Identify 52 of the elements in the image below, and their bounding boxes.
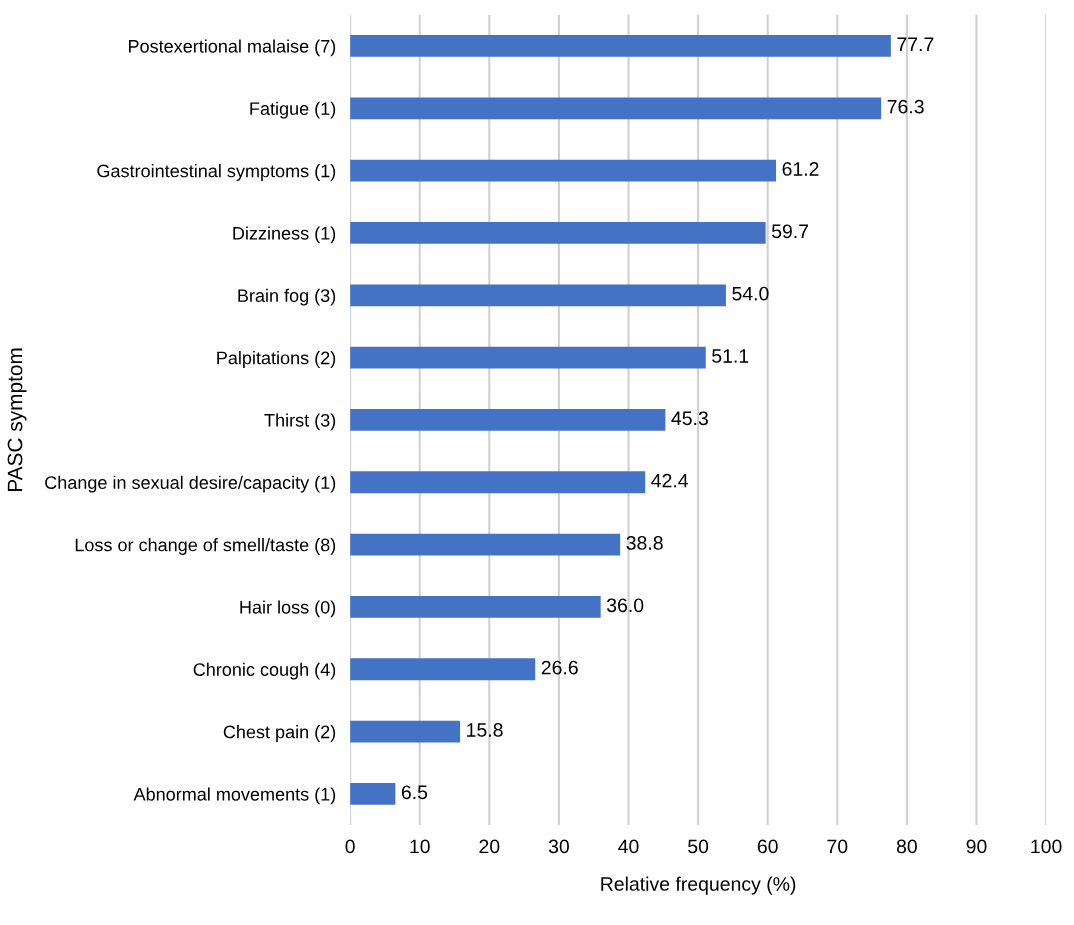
y-tick-label: Brain fog (3) — [238, 288, 336, 306]
y-tick-label: Postexertional malaise (7) — [129, 39, 336, 57]
x-tick-label: 30 — [548, 839, 569, 854]
y-tick-label: Fatigue (1) — [250, 101, 336, 119]
bar — [350, 658, 536, 681]
data-label: 77.7 — [897, 37, 934, 51]
x-tick-label: 20 — [479, 839, 500, 854]
y-tick-label: Abnormal movements (1) — [133, 787, 336, 805]
bar — [350, 35, 891, 57]
x-tick-label: 50 — [688, 839, 709, 854]
data-label: 51.1 — [712, 349, 749, 363]
data-label: 61.2 — [782, 162, 819, 176]
x-tick-label: 10 — [410, 839, 430, 854]
y-tick-label: Chronic cough (4) — [193, 662, 336, 680]
bar — [350, 720, 461, 743]
bar — [350, 533, 621, 556]
x-tick-label: 70 — [827, 839, 848, 854]
y-tick-label: Loss or change of smell/taste (8) — [75, 538, 336, 555]
data-label: 42.4 — [651, 473, 689, 488]
x-tick-label: 80 — [896, 839, 917, 854]
y-tick-label: Hair loss (0) — [240, 600, 336, 618]
x-tick-label: 60 — [757, 839, 778, 854]
data-label: 26.6 — [541, 660, 578, 675]
data-label: 45.3 — [671, 411, 708, 426]
y-axis-title: PASC symptom — [7, 348, 27, 491]
bar — [350, 596, 601, 618]
bar — [350, 284, 726, 307]
bar — [350, 97, 882, 120]
x-tick-label: 40 — [618, 839, 639, 854]
x-tick-label: 100 — [1031, 839, 1062, 854]
data-label: 54.0 — [732, 286, 769, 301]
y-tick-label: Change in sexual desire/capacity (1) — [45, 475, 336, 493]
x-tick-label: 0 — [345, 839, 355, 854]
x-axis-title: Relative frequency (%) — [601, 876, 796, 895]
data-label: 38.8 — [626, 536, 663, 550]
data-label: 6.5 — [401, 785, 428, 800]
data-label: 59.7 — [771, 224, 809, 239]
bar — [350, 222, 766, 244]
y-tick-label: Chest pain (2) — [223, 725, 336, 742]
y-tick-label: Thirst (3) — [264, 413, 336, 431]
y-tick-label: Palpitations (2) — [217, 351, 336, 368]
bar — [350, 409, 666, 431]
data-label: 76.3 — [887, 99, 924, 114]
bar — [350, 346, 706, 369]
y-tick-label: Gastrointestinal symptoms (1) — [97, 164, 336, 181]
y-tick-label: Dizziness (1) — [233, 226, 336, 244]
x-tick-label: 90 — [966, 839, 987, 854]
bar — [350, 783, 396, 805]
data-label: 36.0 — [606, 598, 644, 613]
data-label: 15.8 — [467, 723, 503, 737]
bar — [350, 159, 777, 182]
bar — [350, 471, 646, 494]
